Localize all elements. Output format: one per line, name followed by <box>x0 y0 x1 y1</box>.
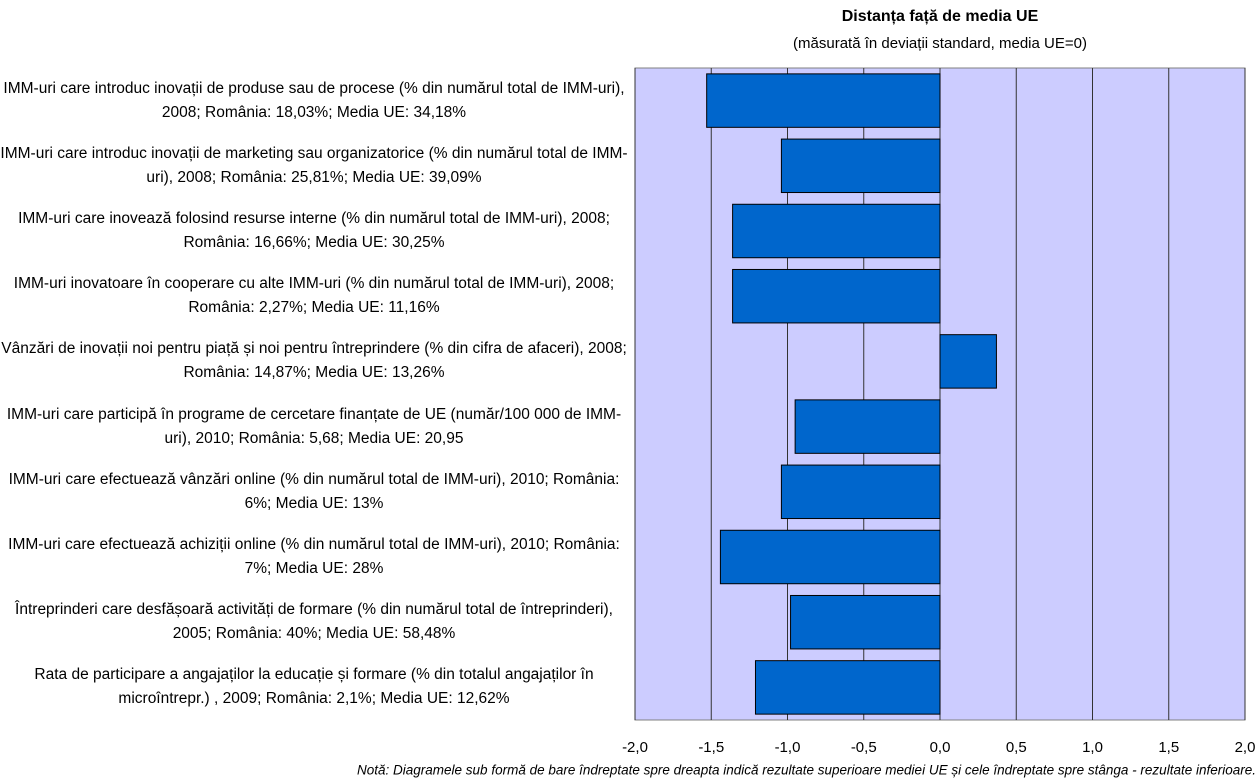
category-label: IMM-uri care introduc inovații de market… <box>0 144 628 186</box>
category-label: IMM-uri care participă în programe de ce… <box>6 405 622 447</box>
bar <box>719 529 941 585</box>
category-label: IMM-uri care inovează folosind resurse i… <box>18 210 610 251</box>
x-tick-label: 0,0 <box>930 739 951 756</box>
bar <box>706 73 941 128</box>
x-tick-label: 1,0 <box>1082 739 1103 756</box>
category-label: Întreprinderi care desfășoară activități… <box>15 601 613 643</box>
x-tick-label: 2,0 <box>1235 739 1256 756</box>
x-tick-label: -1,5 <box>698 739 724 756</box>
x-tick-label: 1,5 <box>1158 739 1179 756</box>
note: Notă: Diagramele sub formă de bare îndre… <box>357 763 1256 778</box>
bar <box>780 464 941 520</box>
x-tick-label: 0,5 <box>1006 739 1027 756</box>
category-label: Rata de participare a angajaților la edu… <box>34 666 594 708</box>
bar <box>790 594 941 650</box>
bar <box>939 334 997 389</box>
chart-subtitle: (măsurată în deviații standard, media UE… <box>793 35 1087 52</box>
category-label: Vânzări de inovații noi pentru piață și … <box>1 340 627 382</box>
x-tick-label: -2,0 <box>622 739 648 756</box>
category-label: IMM-uri inovatoare în cooperare cu alte … <box>13 275 615 317</box>
category-label: IMM-uri care efectuează achiziții online… <box>8 536 620 577</box>
chart-title: Distanța față de media UE <box>842 8 1039 25</box>
bar <box>794 399 941 454</box>
category-label: IMM-uri care introduc inovații de produs… <box>3 79 625 121</box>
bar <box>732 268 941 324</box>
bar <box>754 660 941 715</box>
bar <box>732 203 941 259</box>
bar <box>780 138 941 194</box>
x-tick-label: -0,5 <box>851 739 877 756</box>
category-label: IMM-uri care efectuează vânzări online (… <box>8 470 620 512</box>
x-tick-label: -1,0 <box>775 739 801 756</box>
